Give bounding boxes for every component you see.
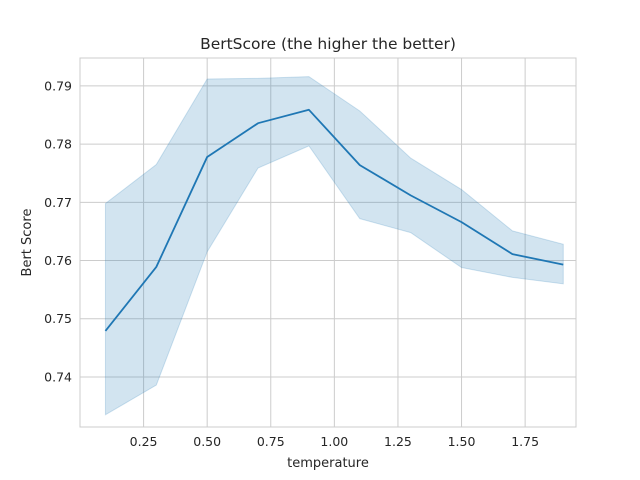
y-tick-label: 0.75 — [44, 311, 72, 326]
x-tick-label: 1.75 — [511, 434, 539, 449]
x-tick-label: 0.50 — [193, 434, 221, 449]
confidence-band — [104, 76, 564, 416]
y-tick-label: 0.79 — [44, 78, 72, 93]
y-tick-label: 0.74 — [44, 369, 72, 384]
x-tick-labels: 0.25 0.50 0.75 1.00 1.25 1.50 1.75 — [130, 434, 539, 449]
y-tick-label: 0.77 — [44, 195, 72, 210]
x-tick-label: 0.25 — [130, 434, 158, 449]
chart-title: BertScore (the higher the better) — [200, 35, 456, 53]
x-tick-label: 1.25 — [384, 434, 412, 449]
y-tick-label: 0.78 — [44, 137, 72, 152]
series-line — [104, 108, 564, 332]
y-axis-label: Bert Score — [20, 209, 35, 277]
x-tick-label: 0.75 — [257, 434, 285, 449]
x-axis-label: temperature — [287, 456, 369, 471]
x-tick-label: 1.50 — [448, 434, 476, 449]
y-tick-labels: 0.74 0.75 0.76 0.77 0.78 0.79 — [44, 78, 72, 384]
x-tick-label: 1.00 — [320, 434, 348, 449]
plot-frame — [79, 57, 577, 428]
y-tick-label: 0.76 — [44, 253, 72, 268]
y-grid — [80, 85, 576, 378]
